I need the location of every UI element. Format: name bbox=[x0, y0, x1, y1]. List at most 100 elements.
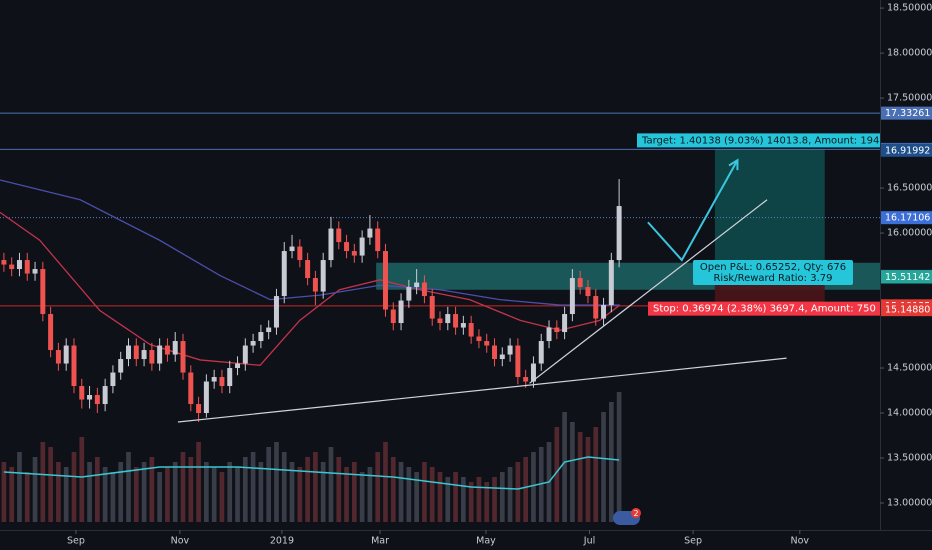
candle-body bbox=[453, 314, 459, 328]
volume-bar bbox=[554, 427, 560, 522]
candle-body bbox=[196, 404, 202, 414]
candle-body bbox=[546, 327, 552, 342]
volume-bar bbox=[507, 467, 513, 522]
y-tick-label: 13.00000 bbox=[887, 498, 932, 509]
candle-body bbox=[9, 264, 15, 270]
candle-body bbox=[445, 314, 451, 324]
candle-body bbox=[289, 246, 295, 252]
volume-bar bbox=[95, 457, 100, 522]
candle-body bbox=[359, 237, 365, 256]
candle-body bbox=[141, 350, 147, 360]
candle-body bbox=[87, 395, 93, 400]
volume-bar bbox=[289, 462, 295, 522]
volume-bar bbox=[227, 462, 233, 522]
candle-body bbox=[530, 363, 536, 382]
candle-body bbox=[390, 309, 396, 324]
plot-area bbox=[0, 112, 880, 522]
pnl-label: Open P&L: 0.65252, Qty: 676 bbox=[700, 262, 846, 273]
volume-bar bbox=[1, 462, 7, 522]
candle-body bbox=[102, 386, 108, 405]
volume-bar bbox=[336, 457, 342, 522]
price-label-bg bbox=[881, 143, 932, 157]
candle-body bbox=[538, 341, 544, 364]
candle-body bbox=[48, 314, 54, 351]
price-label: 16.17106 bbox=[885, 213, 930, 224]
volume-bar bbox=[453, 472, 458, 522]
candle-body bbox=[593, 296, 599, 319]
candle-body bbox=[562, 314, 568, 333]
volume-bar bbox=[48, 447, 53, 522]
volume-bar bbox=[32, 457, 38, 522]
volume-bar bbox=[211, 467, 217, 522]
candle-body bbox=[375, 228, 381, 252]
candle-body bbox=[94, 395, 100, 405]
candle-body bbox=[437, 318, 443, 324]
volume-bar bbox=[468, 482, 474, 522]
price-label-bg bbox=[881, 106, 932, 120]
candle-body bbox=[211, 377, 217, 382]
badge-count: 2 bbox=[633, 509, 638, 518]
candle-body bbox=[297, 246, 303, 261]
stop-label: Stop: 0.36974 (2.38%) 3697.4, Amount: 75… bbox=[653, 304, 876, 315]
volume-bar bbox=[367, 467, 373, 522]
candle-body bbox=[476, 336, 482, 342]
volume-bar bbox=[593, 427, 599, 522]
candle-body bbox=[110, 372, 116, 387]
candle-body bbox=[492, 345, 498, 360]
candle-body bbox=[406, 287, 412, 301]
target-label: Target: 1.40138 (9.03%) 14013.8, Amount:… bbox=[641, 135, 879, 146]
volume-bar bbox=[562, 412, 567, 522]
candle-body bbox=[460, 323, 466, 328]
volume-bar bbox=[79, 437, 85, 522]
trendline bbox=[529, 199, 768, 384]
x-tick-label: Nov bbox=[171, 536, 190, 547]
price-label-bg bbox=[881, 211, 932, 225]
candle-body bbox=[554, 327, 560, 333]
target-box bbox=[714, 149, 825, 278]
volume-bar bbox=[188, 457, 194, 522]
candle-body bbox=[305, 260, 311, 279]
trendline bbox=[177, 357, 787, 423]
volume-bar bbox=[570, 422, 575, 522]
volume-bar bbox=[219, 472, 225, 522]
candle-body bbox=[250, 341, 256, 346]
volume-bar bbox=[180, 452, 186, 522]
candle-body bbox=[164, 345, 170, 355]
volume-bar bbox=[484, 482, 490, 522]
volume-bar bbox=[616, 392, 622, 522]
volume-bar bbox=[266, 447, 272, 522]
candle-body bbox=[320, 260, 326, 292]
candle-body bbox=[203, 381, 209, 414]
candle-body bbox=[227, 368, 233, 387]
volume-bar bbox=[422, 462, 427, 522]
volume-bar bbox=[414, 472, 419, 522]
volume-bar bbox=[476, 477, 482, 522]
volume-bar bbox=[258, 462, 264, 522]
volume-bar bbox=[165, 467, 170, 522]
pnl-label-bg bbox=[693, 260, 853, 286]
candle-body bbox=[312, 278, 318, 292]
candle-body bbox=[499, 354, 505, 360]
candle-body bbox=[63, 345, 69, 364]
candle-body bbox=[468, 323, 474, 337]
volume-bar bbox=[281, 452, 287, 522]
price-label: 15.51142 bbox=[885, 272, 930, 283]
volume-bar bbox=[118, 462, 124, 522]
volume-bar bbox=[383, 442, 388, 522]
candle-body bbox=[118, 359, 124, 373]
volume-bar bbox=[437, 472, 443, 522]
volume-bar bbox=[585, 437, 591, 522]
y-tick-label: 17.50000 bbox=[887, 93, 932, 104]
x-tick-label: Nov bbox=[791, 536, 810, 547]
volume-bar bbox=[204, 462, 209, 522]
arrow-head bbox=[728, 158, 739, 171]
volume-bar bbox=[313, 452, 318, 522]
candle-body bbox=[421, 282, 427, 297]
candle-body bbox=[328, 228, 334, 261]
x-tick-label: May bbox=[476, 536, 496, 547]
candle-body bbox=[414, 282, 420, 288]
y-tick-label: 14.50000 bbox=[887, 363, 932, 374]
candle-body bbox=[569, 278, 575, 315]
candle-body bbox=[601, 305, 607, 319]
volume-bar bbox=[531, 452, 536, 522]
